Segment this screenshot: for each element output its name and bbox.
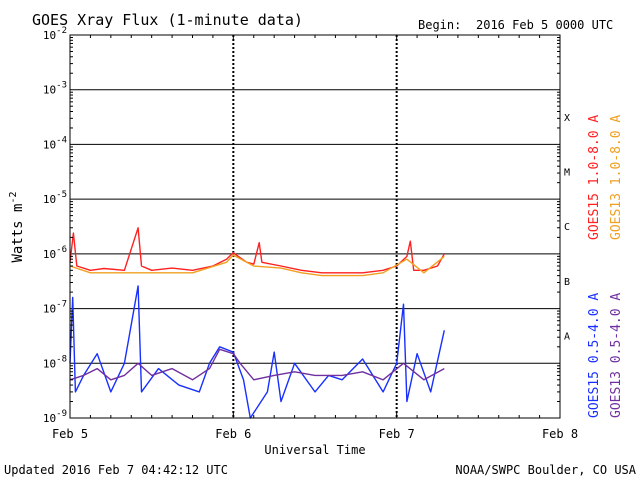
y-tick-exp: -5 <box>56 190 67 200</box>
x-axis: Feb 5 Feb 6 Feb 7 Feb 8 <box>52 35 578 441</box>
plot-frame <box>69 34 561 419</box>
y-tick-base: 10 <box>43 138 56 151</box>
series-layer <box>69 227 445 419</box>
begin-label: Begin: <box>418 18 461 32</box>
y-tick-base: 10 <box>43 412 56 425</box>
updated-timestamp: Updated 2016 Feb 7 04:42:12 UTC <box>4 463 228 477</box>
series-line <box>69 285 445 419</box>
y-tick-base: 10 <box>43 248 56 261</box>
y-axis: 10-910-810-710-610-510-410-310-2 <box>43 26 560 425</box>
y-tick-exp: -3 <box>56 81 67 91</box>
y-tick-exp: -8 <box>56 354 67 364</box>
chart-title: GOES Xray Flux (1-minute data) <box>32 11 303 29</box>
flare-class-labels: X M C B A <box>564 113 570 343</box>
series-line <box>69 227 445 274</box>
y-tick-exp: -6 <box>56 245 67 255</box>
flare-class-label: B <box>564 277 570 288</box>
flare-class-label: A <box>564 332 570 343</box>
x-axis-label: Universal Time <box>264 443 365 457</box>
y-tick-label: 10-7 <box>43 300 67 316</box>
y-tick-label: 10-8 <box>43 354 67 370</box>
legend-entry: GOES13 0.5-4.0 A <box>609 293 624 418</box>
y-tick-exp: -2 <box>56 26 67 36</box>
y-tick-label: 10-6 <box>43 245 67 261</box>
series-line <box>69 348 445 381</box>
y-tick-base: 10 <box>43 193 56 206</box>
flare-class-label: C <box>564 222 570 233</box>
y-tick-label: 10-3 <box>43 81 67 97</box>
legend: GOES15 1.0-8.0 A GOES13 1.0-8.0 A GOES15 0… <box>587 115 624 418</box>
y-tick-exp: -4 <box>56 135 67 145</box>
chart-grid <box>70 35 560 418</box>
y-tick-exp: -9 <box>56 409 67 419</box>
legend-entry: GOES13 1.0-8.0 A <box>609 115 624 240</box>
series-line <box>69 254 445 277</box>
x-tick-label: Feb 8 <box>542 427 578 441</box>
y-tick-label: 10-5 <box>43 190 67 206</box>
y-tick-label: 10-2 <box>43 26 67 42</box>
x-tick-label: Feb 5 <box>52 427 88 441</box>
y-tick-base: 10 <box>43 29 56 42</box>
x-tick-label: Feb 6 <box>215 427 251 441</box>
y-tick-base: 10 <box>43 84 56 97</box>
y-tick-base: 10 <box>43 357 56 370</box>
legend-entry: GOES15 1.0-8.0 A <box>587 115 602 240</box>
y-tick-base: 10 <box>43 303 56 316</box>
y-axis-label-base: Watts m <box>10 204 26 263</box>
flare-class-label: M <box>564 168 570 179</box>
y-tick-label: 10-9 <box>43 409 67 425</box>
credit-text: NOAA/SWPC Boulder, CO USA <box>455 463 636 477</box>
begin-value: 2016 Feb 5 0000 UTC <box>476 18 613 32</box>
y-axis-label: Watts m-2 <box>8 191 26 262</box>
y-tick-label: 10-4 <box>43 135 67 151</box>
y-tick-exp: -7 <box>56 300 67 310</box>
y-axis-label-exp: -2 <box>8 191 19 203</box>
legend-entry: GOES15 0.5-4.0 A <box>587 293 602 418</box>
x-tick-label: Feb 7 <box>379 427 415 441</box>
flare-class-label: X <box>564 113 570 124</box>
